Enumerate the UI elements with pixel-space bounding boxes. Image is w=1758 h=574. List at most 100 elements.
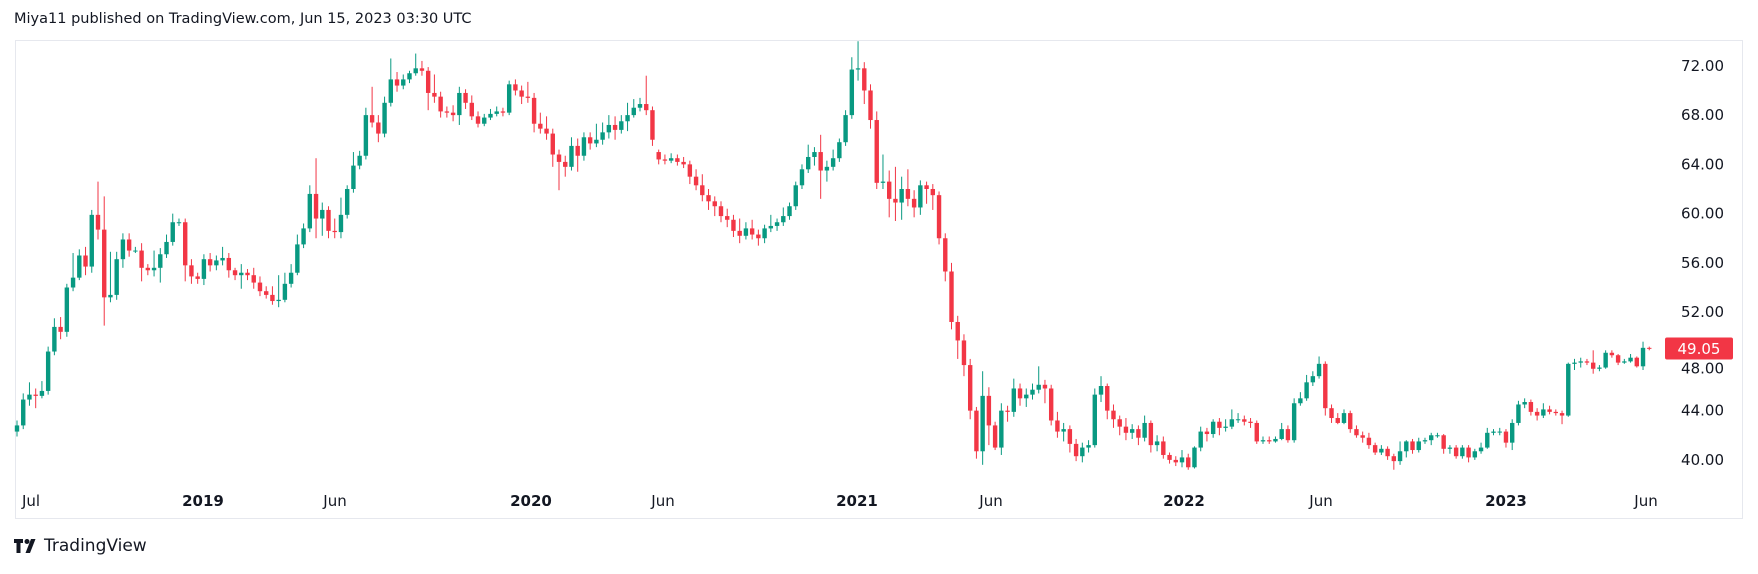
- candle: [1472, 448, 1478, 460]
- candle: [313, 158, 319, 239]
- candle-body: [625, 115, 630, 122]
- time-tick-label: Jun: [322, 492, 346, 510]
- candle: [102, 196, 107, 326]
- candle: [64, 283, 70, 337]
- candle-body: [569, 145, 574, 167]
- candle: [201, 254, 207, 286]
- candle: [1298, 392, 1303, 406]
- candle-body: [700, 185, 705, 196]
- candle-body: [1497, 431, 1502, 433]
- candle-body: [1485, 432, 1490, 448]
- candle-body: [469, 102, 474, 117]
- candle-body: [357, 155, 362, 166]
- candle: [762, 224, 767, 244]
- candle-body: [806, 156, 811, 170]
- price-tick-label: 52.00: [1681, 303, 1724, 321]
- candle: [257, 276, 263, 297]
- candle-body: [1073, 443, 1079, 457]
- candle-body: [382, 102, 387, 134]
- candle-body: [1422, 440, 1428, 442]
- candle-body: [1204, 431, 1210, 435]
- price-tick-label: 48.00: [1681, 359, 1724, 377]
- candle: [126, 233, 132, 257]
- candle: [1279, 422, 1284, 441]
- candle-body: [482, 117, 487, 124]
- candle-body: [1453, 447, 1459, 457]
- candle-body: [1547, 409, 1552, 412]
- candle: [1335, 413, 1340, 425]
- candle: [1541, 403, 1546, 419]
- candle-body: [830, 158, 836, 167]
- candle-body: [1441, 435, 1446, 449]
- candle-body: [1098, 386, 1104, 395]
- price-axis[interactable]: 72.00 68.00 64.00 60.00 56.00 52.00 48.00 44.00…: [1681, 57, 1724, 469]
- candle-body: [637, 104, 643, 108]
- candle: [1485, 427, 1490, 449]
- candle: [967, 358, 973, 420]
- candle-body: [1397, 451, 1403, 462]
- candle: [145, 264, 151, 276]
- candle-body: [1566, 363, 1571, 416]
- candle-body: [1348, 413, 1353, 430]
- candle: [681, 156, 686, 169]
- candle-body: [320, 209, 325, 219]
- candle: [556, 149, 562, 191]
- candle: [1404, 440, 1409, 458]
- candle-body: [967, 365, 973, 411]
- candle: [781, 207, 786, 226]
- candle-body: [1291, 403, 1297, 441]
- candle: [675, 154, 680, 166]
- candle-body: [656, 152, 661, 160]
- candle-body: [961, 340, 967, 366]
- candle: [1086, 440, 1091, 453]
- candle-body: [52, 326, 57, 352]
- candle: [1559, 410, 1565, 425]
- candle-body: [681, 161, 686, 165]
- candle: [1429, 432, 1434, 446]
- candle-body: [1460, 447, 1465, 457]
- candle-body: [525, 96, 531, 98]
- candle-body: [1254, 422, 1259, 442]
- candle: [1148, 420, 1154, 453]
- candle-body: [214, 260, 219, 266]
- candle: [887, 170, 892, 218]
- candle: [264, 286, 269, 299]
- candle: [650, 106, 655, 146]
- candle-body: [1472, 451, 1478, 458]
- candle-body: [594, 139, 599, 144]
- candle: [793, 181, 798, 210]
- candle-body: [1647, 347, 1652, 349]
- candle: [525, 81, 531, 103]
- time-tick-label: 2023: [1485, 492, 1527, 510]
- candle: [625, 102, 630, 132]
- candle-body: [687, 164, 693, 177]
- candle-body: [930, 188, 936, 196]
- candle: [207, 253, 213, 272]
- candle-body: [538, 123, 543, 129]
- candle-body: [239, 272, 244, 276]
- candle-body: [1154, 441, 1160, 446]
- time-axis[interactable]: Jul 2019 Jun 2020 Jun 2021 Jun 2022 Jun 2023 Jun: [21, 492, 1658, 510]
- candle-body: [575, 145, 580, 156]
- price-tick-label: 44.00: [1681, 402, 1724, 420]
- candle: [1366, 432, 1372, 449]
- candle-body: [1609, 352, 1615, 356]
- candle: [70, 253, 76, 292]
- candle: [637, 97, 643, 112]
- candle: [862, 62, 867, 105]
- candle-body: [1048, 388, 1054, 421]
- footer-brand[interactable]: TradingView: [14, 536, 147, 556]
- candle: [45, 346, 51, 395]
- candle-body: [519, 90, 524, 97]
- candle-body: [1142, 422, 1147, 438]
- candle: [1584, 358, 1590, 366]
- candle: [133, 246, 138, 254]
- candle-body: [749, 228, 755, 235]
- candle-body: [1628, 357, 1633, 362]
- candle-body: [544, 128, 549, 134]
- candle: [1316, 356, 1322, 379]
- candle: [1242, 415, 1247, 426]
- candle: [749, 219, 755, 240]
- candle: [824, 160, 830, 182]
